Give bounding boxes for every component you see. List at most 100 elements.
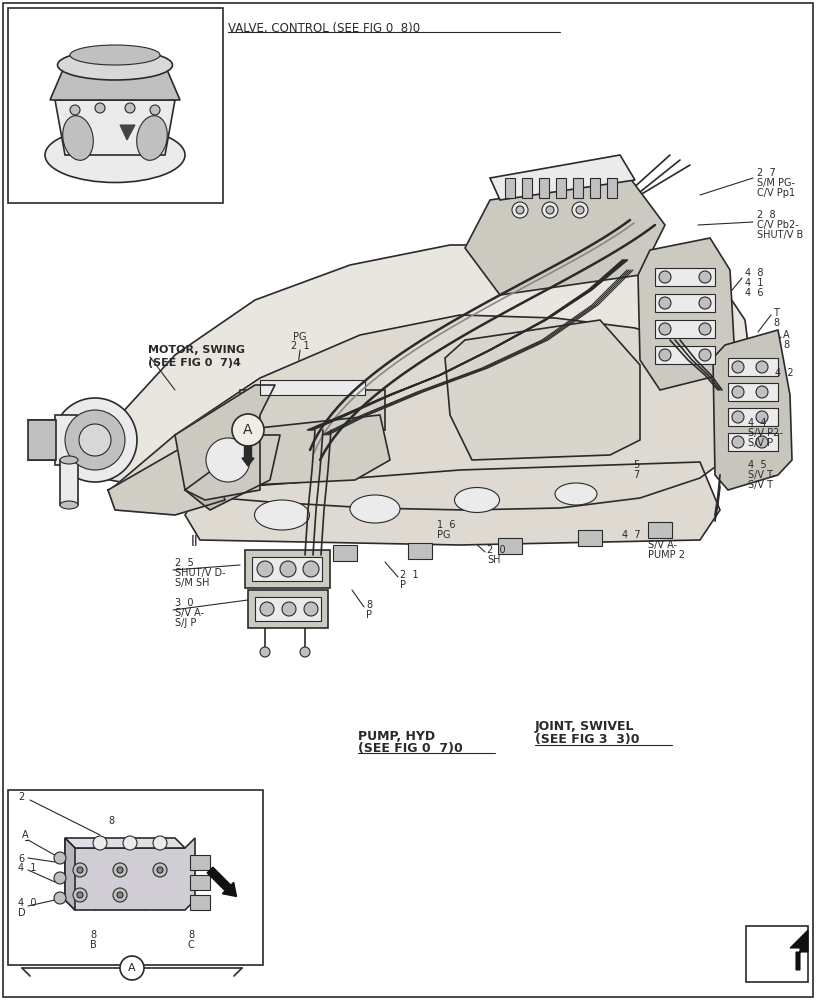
- Polygon shape: [185, 462, 720, 545]
- Text: 2  8: 2 8: [757, 210, 776, 220]
- Ellipse shape: [63, 116, 93, 160]
- Circle shape: [117, 867, 123, 873]
- Ellipse shape: [255, 500, 309, 530]
- Ellipse shape: [45, 127, 185, 182]
- Bar: [408, 543, 432, 559]
- Text: 4  2: 4 2: [775, 368, 794, 378]
- Polygon shape: [790, 930, 808, 970]
- Circle shape: [732, 436, 744, 448]
- Text: SH: SH: [487, 555, 500, 565]
- Text: A: A: [128, 963, 135, 973]
- Text: S/M PG-: S/M PG-: [757, 178, 795, 188]
- Text: 2  1: 2 1: [400, 570, 419, 580]
- Circle shape: [123, 836, 137, 850]
- Polygon shape: [522, 178, 532, 198]
- Polygon shape: [713, 330, 792, 490]
- Text: 2: 2: [18, 792, 24, 802]
- Ellipse shape: [455, 488, 499, 512]
- Circle shape: [206, 438, 250, 482]
- Circle shape: [572, 202, 588, 218]
- Text: A: A: [243, 423, 253, 437]
- Polygon shape: [445, 320, 640, 460]
- Circle shape: [732, 411, 744, 423]
- Circle shape: [756, 386, 768, 398]
- Circle shape: [699, 349, 711, 361]
- Bar: [190, 855, 210, 870]
- Polygon shape: [55, 100, 175, 155]
- Text: PUMP 2: PUMP 2: [648, 550, 685, 560]
- Text: 5: 5: [633, 460, 639, 470]
- Circle shape: [542, 202, 558, 218]
- Text: 4  1: 4 1: [745, 278, 764, 288]
- Ellipse shape: [57, 50, 172, 80]
- Text: P: P: [400, 580, 406, 590]
- Circle shape: [512, 202, 528, 218]
- Text: 4  8: 4 8: [745, 268, 764, 278]
- Text: PG: PG: [293, 332, 307, 342]
- Circle shape: [659, 349, 671, 361]
- Polygon shape: [65, 838, 195, 910]
- Bar: [60, 460, 78, 505]
- Bar: [655, 346, 715, 364]
- Polygon shape: [539, 178, 549, 198]
- Circle shape: [756, 361, 768, 373]
- Ellipse shape: [60, 501, 78, 509]
- Circle shape: [153, 836, 167, 850]
- Text: C: C: [188, 940, 195, 950]
- Text: S/V T-: S/V T-: [748, 470, 776, 480]
- Polygon shape: [175, 385, 275, 500]
- Bar: [248, 590, 328, 628]
- Circle shape: [120, 956, 144, 980]
- Text: S/V P: S/V P: [748, 438, 773, 448]
- Bar: [245, 550, 330, 588]
- Polygon shape: [108, 440, 225, 515]
- Circle shape: [300, 647, 310, 657]
- Circle shape: [77, 892, 83, 898]
- Circle shape: [260, 602, 274, 616]
- Text: A: A: [783, 330, 790, 340]
- Text: 8: 8: [783, 340, 789, 350]
- Circle shape: [304, 602, 318, 616]
- Text: 8: 8: [773, 318, 779, 328]
- Text: (SEE FIG 3  3)0: (SEE FIG 3 3)0: [535, 733, 640, 746]
- Bar: [655, 268, 715, 286]
- Text: C/V Pb2-: C/V Pb2-: [757, 220, 799, 230]
- Circle shape: [699, 271, 711, 283]
- Circle shape: [756, 411, 768, 423]
- Circle shape: [77, 867, 83, 873]
- Text: (SEE FIG 0  7)4: (SEE FIG 0 7)4: [148, 358, 241, 368]
- Circle shape: [95, 103, 105, 113]
- Text: 4  5: 4 5: [748, 460, 766, 470]
- Polygon shape: [573, 178, 583, 198]
- Polygon shape: [72, 245, 750, 505]
- Text: 4  7: 4 7: [622, 530, 641, 540]
- Ellipse shape: [70, 45, 160, 65]
- Text: 4  1: 4 1: [18, 863, 37, 873]
- Circle shape: [79, 424, 111, 456]
- Text: S/V A-: S/V A-: [175, 608, 204, 618]
- Bar: [252, 557, 322, 581]
- Circle shape: [232, 414, 264, 446]
- Text: 7: 7: [633, 470, 639, 480]
- FancyArrow shape: [207, 867, 237, 896]
- Polygon shape: [490, 155, 635, 200]
- Polygon shape: [505, 178, 515, 198]
- Text: S/M SH: S/M SH: [175, 578, 210, 588]
- Circle shape: [546, 206, 554, 214]
- Text: A: A: [22, 830, 29, 840]
- Bar: [728, 383, 778, 401]
- Circle shape: [153, 863, 167, 877]
- Circle shape: [576, 206, 584, 214]
- Circle shape: [303, 561, 319, 577]
- Text: S/V A-: S/V A-: [648, 540, 677, 550]
- Text: D: D: [18, 908, 25, 918]
- Text: S/V T: S/V T: [748, 480, 773, 490]
- Text: T: T: [773, 308, 779, 318]
- Circle shape: [699, 323, 711, 335]
- Bar: [240, 390, 385, 430]
- Circle shape: [756, 436, 768, 448]
- Circle shape: [260, 647, 270, 657]
- Text: PUMP, HYD: PUMP, HYD: [358, 730, 435, 743]
- Bar: [746, 926, 808, 982]
- Polygon shape: [556, 178, 566, 198]
